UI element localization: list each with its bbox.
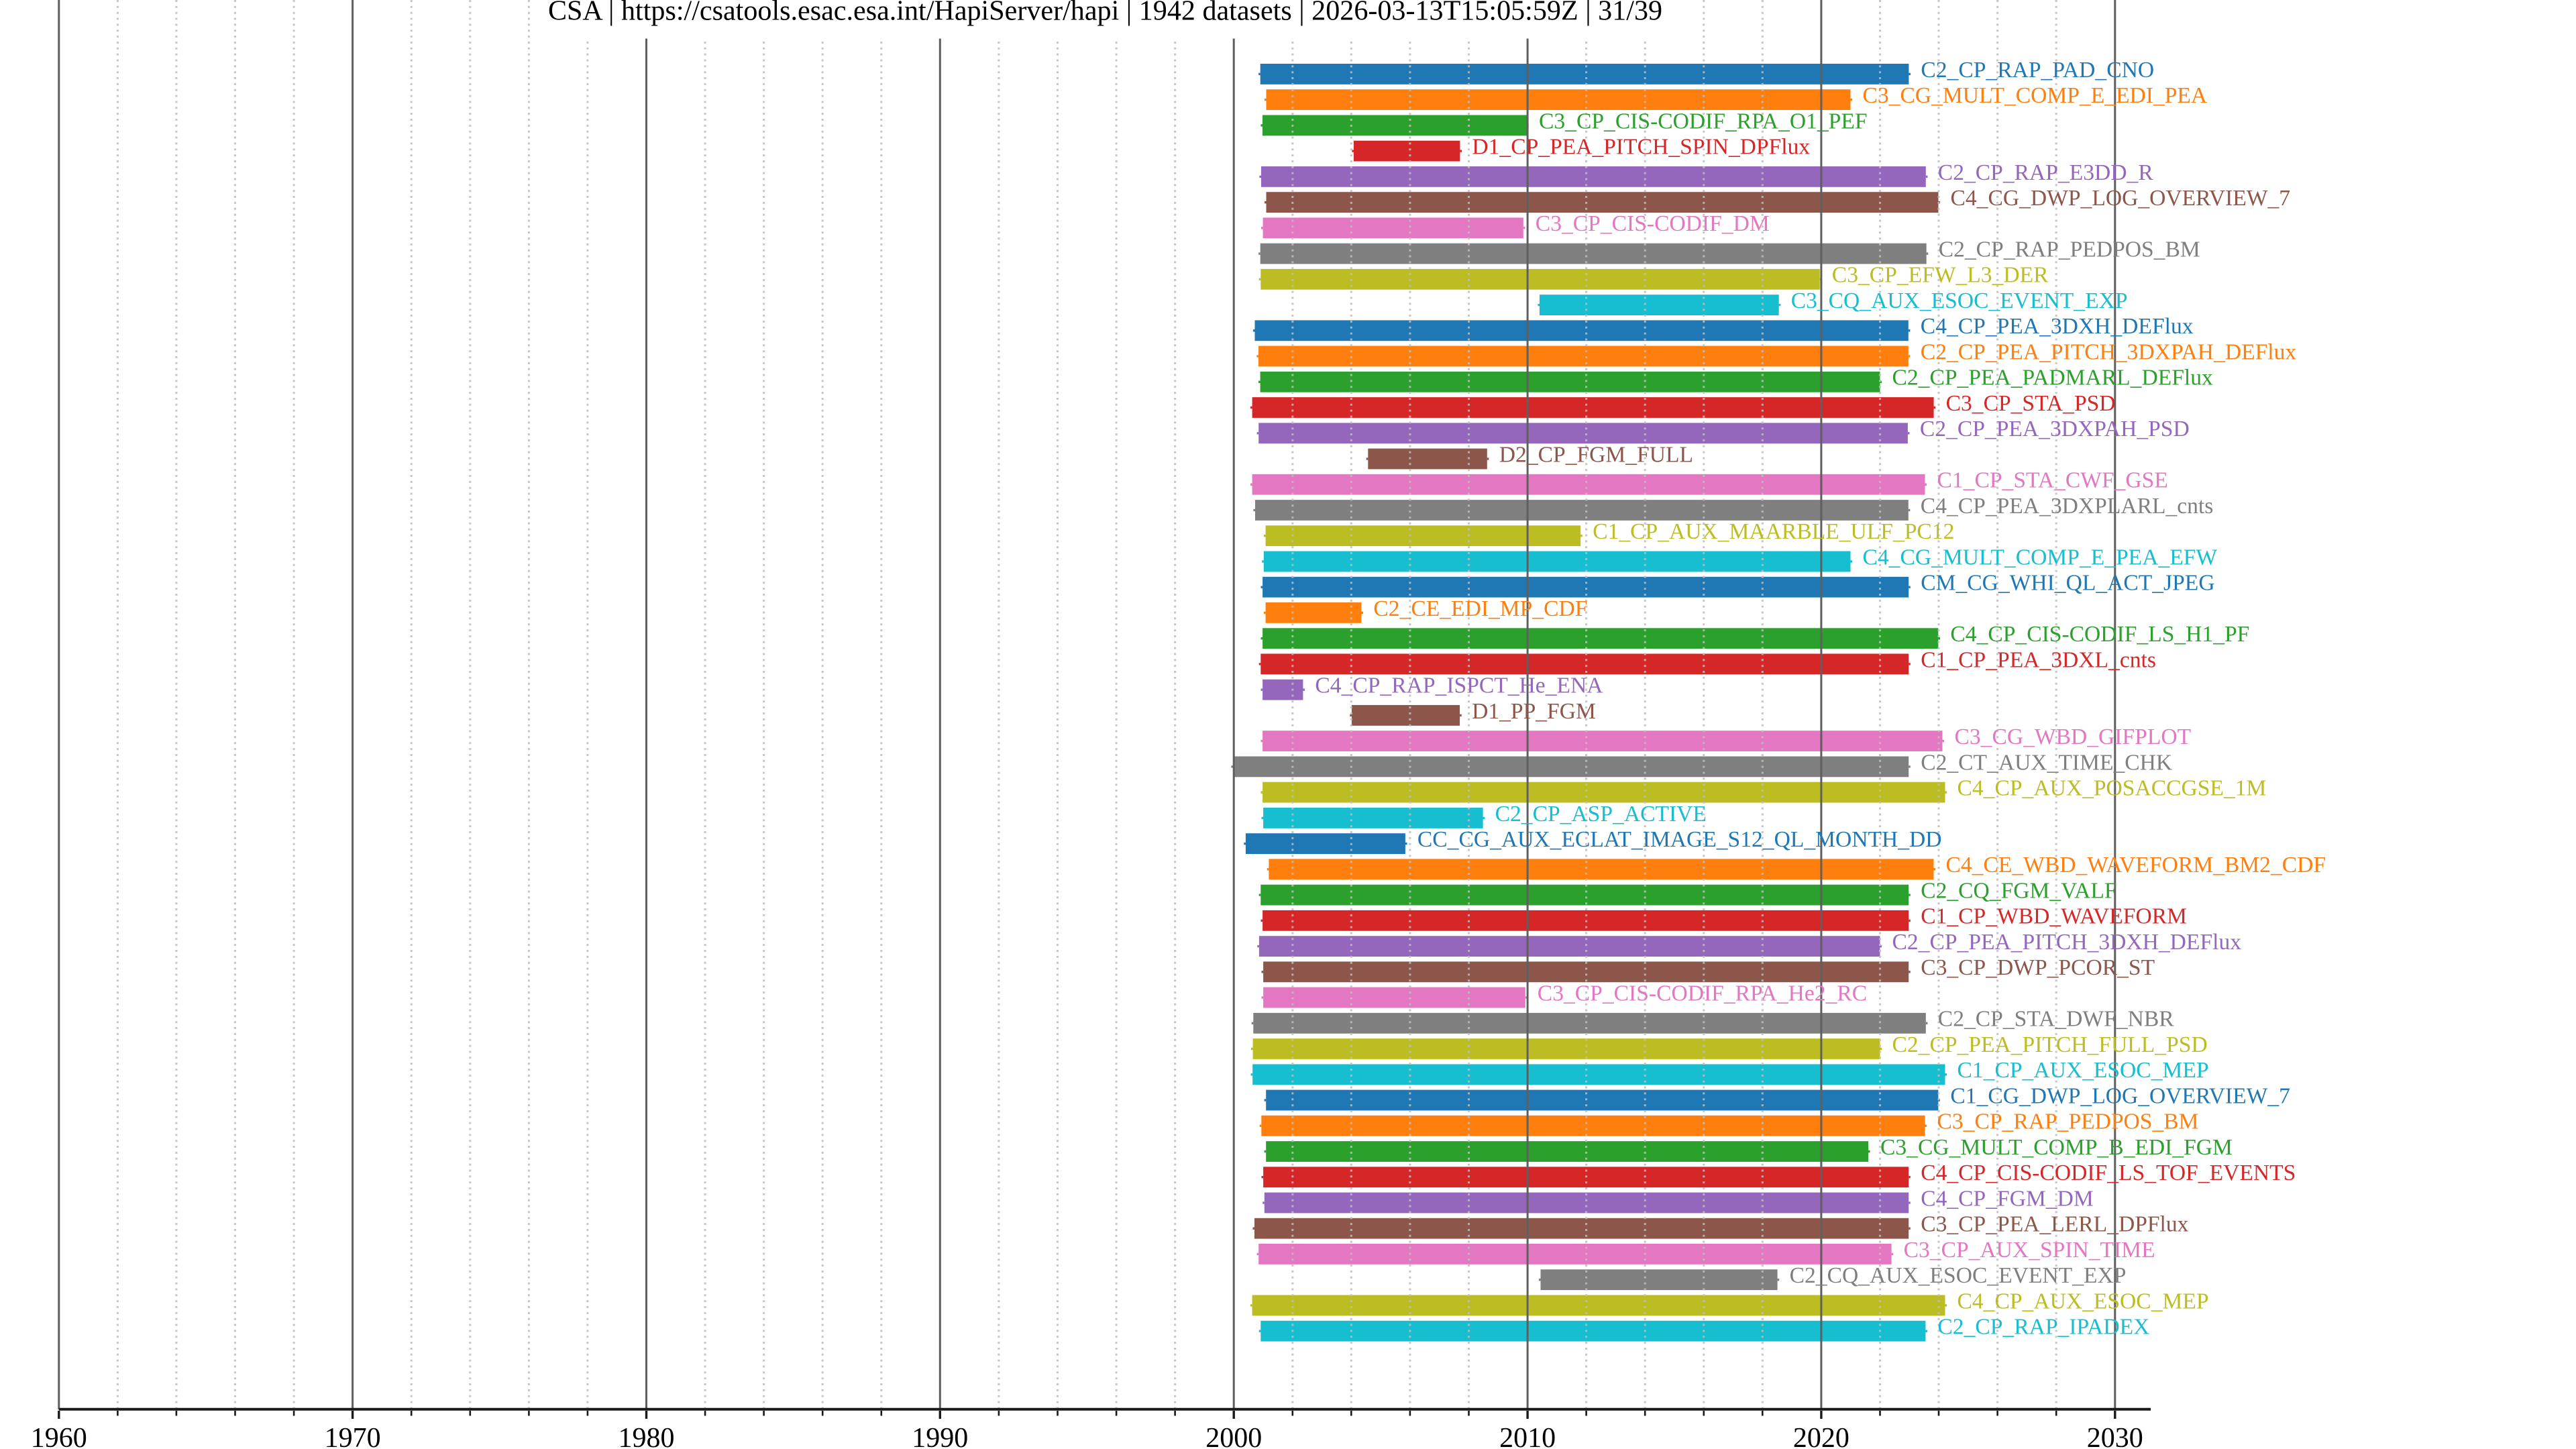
svg-text:C2_CP_RAP_PAD_CNO: C2_CP_RAP_PAD_CNO — [1921, 58, 2154, 83]
svg-text:C1_CG_DWP_LOG_OVERVIEW_7: C1_CG_DWP_LOG_OVERVIEW_7 — [1950, 1083, 2290, 1108]
svg-text:2020: 2020 — [1793, 1423, 1849, 1449]
svg-text:C3_CG_WBD_GIFPLOT: C3_CG_WBD_GIFPLOT — [1955, 724, 2192, 749]
svg-text:C3_CP_STA_PSD: C3_CP_STA_PSD — [1946, 391, 2116, 416]
svg-text:C3_CQ_AUX_ESOC_EVENT_EXP: C3_CQ_AUX_ESOC_EVENT_EXP — [1791, 288, 2128, 313]
svg-text:CSA | https://csatools.esac.es: CSA | https://csatools.esac.esa.int/Hapi… — [548, 0, 1662, 27]
svg-text:C1_CP_AUX_ESOC_MEP: C1_CP_AUX_ESOC_MEP — [1957, 1058, 2209, 1083]
svg-text:2010: 2010 — [1499, 1423, 1556, 1449]
svg-text:2000: 2000 — [1205, 1423, 1262, 1449]
svg-text:C2_CP_PEA_PITCH_3DXPAH_DEFlux: C2_CP_PEA_PITCH_3DXPAH_DEFlux — [1921, 339, 2297, 364]
svg-text:C2_CP_PEA_3DXPAH_PSD: C2_CP_PEA_3DXPAH_PSD — [1920, 417, 2190, 441]
svg-text:C4_CP_FGM_DM: C4_CP_FGM_DM — [1921, 1186, 2094, 1211]
svg-text:1960: 1960 — [31, 1423, 87, 1449]
svg-text:C4_CE_WBD_WAVEFORM_BM2_CDF: C4_CE_WBD_WAVEFORM_BM2_CDF — [1946, 853, 2326, 877]
svg-text:C3_CP_EFW_L3_DER: C3_CP_EFW_L3_DER — [1832, 263, 2049, 288]
svg-text:C4_CP_AUX_ESOC_MEP: C4_CP_AUX_ESOC_MEP — [1957, 1289, 2209, 1313]
svg-text:C3_CP_CIS-CODIF_RPA_O1_PEF: C3_CP_CIS-CODIF_RPA_O1_PEF — [1539, 109, 1868, 133]
svg-text:C4_CP_PEA_3DXPLARL_cnts: C4_CP_PEA_3DXPLARL_cnts — [1921, 494, 2214, 519]
svg-text:2030: 2030 — [2087, 1423, 2143, 1449]
svg-text:C2_CP_PEA_PITCH_3DXH_DEFlux: C2_CP_PEA_PITCH_3DXH_DEFlux — [1892, 930, 2242, 955]
svg-text:C3_CG_MULT_COMP_B_EDI_FGM: C3_CG_MULT_COMP_B_EDI_FGM — [1880, 1135, 2233, 1160]
svg-text:C1_CP_PEA_3DXL_cnts: C1_CP_PEA_3DXL_cnts — [1921, 647, 2156, 672]
svg-text:C2_CE_EDI_MP_CDF: C2_CE_EDI_MP_CDF — [1373, 596, 1587, 621]
svg-text:C3_CP_RAP_PEDPOS_BM: C3_CP_RAP_PEDPOS_BM — [1937, 1110, 2199, 1134]
svg-text:C4_CP_CIS-CODIF_LS_TOF_EVENTS: C4_CP_CIS-CODIF_LS_TOF_EVENTS — [1921, 1161, 2296, 1185]
svg-text:D1_PP_FGM: D1_PP_FGM — [1472, 699, 1596, 724]
svg-text:C4_CG_DWP_LOG_OVERVIEW_7: C4_CG_DWP_LOG_OVERVIEW_7 — [1951, 186, 2291, 211]
svg-text:1980: 1980 — [619, 1423, 675, 1449]
svg-text:C2_CP_RAP_E3DD_R: C2_CP_RAP_E3DD_R — [1938, 160, 2154, 185]
svg-text:C2_CP_RAP_PEDPOS_BM: C2_CP_RAP_PEDPOS_BM — [1939, 237, 2200, 262]
svg-text:C2_CP_PEA_PITCH_FULL_PSD: C2_CP_PEA_PITCH_FULL_PSD — [1892, 1032, 2208, 1057]
svg-text:C3_CP_CIS-CODIF_RPA_He2_RC: C3_CP_CIS-CODIF_RPA_He2_RC — [1538, 981, 1867, 1006]
svg-text:C2_CQ_AUX_ESOC_EVENT_EXP: C2_CQ_AUX_ESOC_EVENT_EXP — [1790, 1263, 2127, 1288]
svg-text:C3_CP_PEA_LERL_DPFlux: C3_CP_PEA_LERL_DPFlux — [1921, 1212, 2188, 1237]
svg-text:C4_CP_RAP_ISPCT_He_ENA: C4_CP_RAP_ISPCT_He_ENA — [1315, 674, 1603, 698]
svg-text:C2_CT_AUX_TIME_CHK: C2_CT_AUX_TIME_CHK — [1921, 750, 2172, 775]
svg-text:C1_CP_AUX_MAARBLE_ULF_PC12: C1_CP_AUX_MAARBLE_ULF_PC12 — [1593, 519, 1954, 544]
svg-text:D1_CP_PEA_PITCH_SPIN_DPFlux: D1_CP_PEA_PITCH_SPIN_DPFlux — [1472, 135, 1810, 160]
svg-text:CM_CG_WHI_QL_ACT_JPEG: CM_CG_WHI_QL_ACT_JPEG — [1921, 571, 2214, 596]
svg-text:C2_CQ_FGM_VALF: C2_CQ_FGM_VALF — [1921, 879, 2116, 904]
svg-text:C2_CP_RAP_IPADEX: C2_CP_RAP_IPADEX — [1937, 1315, 2149, 1340]
svg-text:1990: 1990 — [912, 1423, 968, 1449]
svg-text:C2_CP_ASP_ACTIVE: C2_CP_ASP_ACTIVE — [1495, 802, 1707, 826]
svg-text:C3_CP_CIS-CODIF_DM: C3_CP_CIS-CODIF_DM — [1536, 211, 1770, 236]
svg-text:C3_CP_DWP_PCOR_ST: C3_CP_DWP_PCOR_ST — [1921, 955, 2155, 980]
svg-text:C4_CG_MULT_COMP_E_PEA_EFW: C4_CG_MULT_COMP_E_PEA_EFW — [1863, 545, 2218, 570]
svg-text:C4_CP_AUX_POSACCGSE_1M: C4_CP_AUX_POSACCGSE_1M — [1957, 776, 2267, 801]
svg-text:C4_CP_PEA_3DXH_DEFlux: C4_CP_PEA_3DXH_DEFlux — [1921, 314, 2194, 339]
svg-text:C1_CP_STA_CWF_GSE: C1_CP_STA_CWF_GSE — [1937, 468, 2168, 493]
svg-text:C2_CP_PEA_PADMARL_DEFlux: C2_CP_PEA_PADMARL_DEFlux — [1892, 366, 2214, 390]
svg-text:C3_CP_AUX_SPIN_TIME: C3_CP_AUX_SPIN_TIME — [1904, 1238, 2155, 1263]
svg-text:C4_CP_CIS-CODIF_LS_H1_PF: C4_CP_CIS-CODIF_LS_H1_PF — [1950, 622, 2249, 647]
svg-text:C1_CP_WBD_WAVEFORM: C1_CP_WBD_WAVEFORM — [1921, 904, 2187, 929]
svg-text:D2_CP_FGM_FULL: D2_CP_FGM_FULL — [1499, 442, 1693, 467]
svg-text:C3_CG_MULT_COMP_E_EDI_PEA: C3_CG_MULT_COMP_E_EDI_PEA — [1863, 83, 2208, 108]
svg-text:1970: 1970 — [325, 1423, 381, 1449]
svg-text:CC_CG_AUX_ECLAT_IMAGE_S12_QL_M: CC_CG_AUX_ECLAT_IMAGE_S12_QL_MONTH_DD — [1417, 827, 1942, 852]
svg-text:C2_CP_STA_DWF_NBR: C2_CP_STA_DWF_NBR — [1938, 1007, 2174, 1032]
